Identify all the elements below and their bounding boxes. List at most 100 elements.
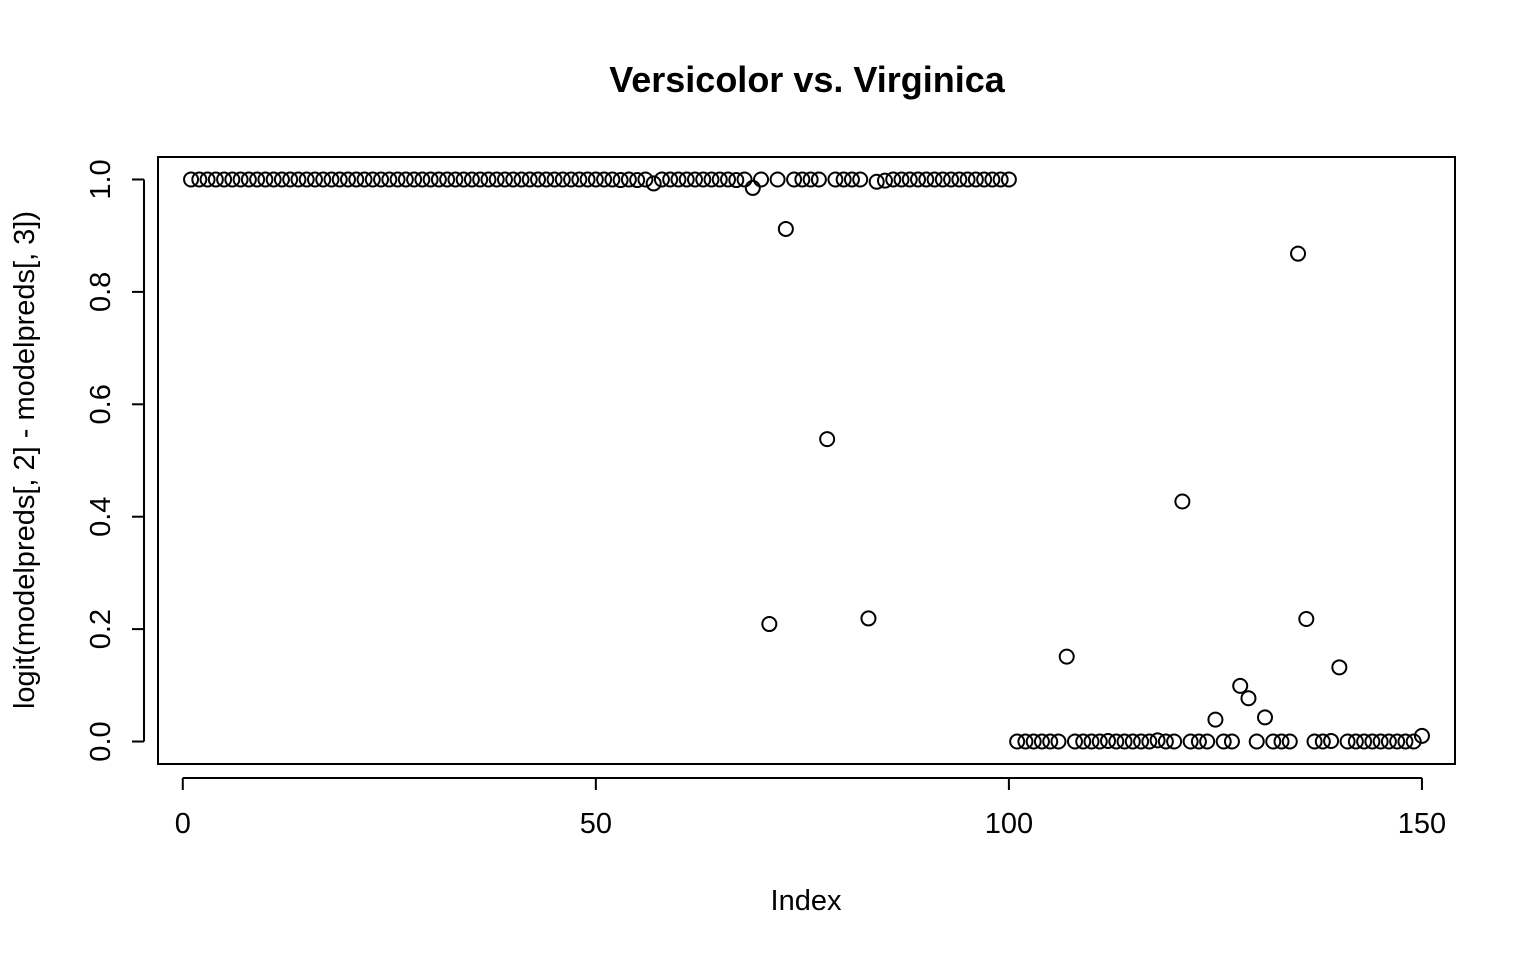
data-point: [662, 171, 679, 188]
data-point: [1331, 659, 1348, 676]
data-point: [1017, 733, 1034, 750]
data-point: [348, 171, 365, 188]
data-point: [381, 171, 398, 188]
data-point: [323, 171, 340, 188]
data-point: [695, 171, 712, 188]
data-point: [1323, 732, 1340, 749]
data-point: [1232, 677, 1249, 694]
data-point: [1108, 733, 1125, 750]
data-point: [959, 171, 976, 188]
data-point: [1405, 733, 1422, 750]
data-point: [1116, 733, 1133, 750]
data-point: [918, 171, 935, 188]
data-point: [678, 171, 695, 188]
data-point: [422, 171, 439, 188]
data-point: [777, 220, 794, 237]
data-point: [653, 171, 670, 188]
data-point: [794, 171, 811, 188]
data-point: [1025, 733, 1042, 750]
data-point: [843, 171, 860, 188]
data-point: [1075, 733, 1092, 750]
data-point: [703, 171, 720, 188]
data-point: [397, 171, 414, 188]
data-point: [992, 171, 1009, 188]
data-point: [885, 171, 902, 188]
data-point: [587, 171, 604, 188]
data-point: [1157, 733, 1174, 750]
data-point: [571, 171, 588, 188]
data-point: [447, 171, 464, 188]
data-point: [1298, 610, 1315, 627]
data-points: [183, 171, 1430, 750]
data-point: [1215, 733, 1232, 750]
data-point: [1133, 733, 1150, 750]
data-point: [1190, 733, 1207, 750]
data-point: [265, 171, 282, 188]
data-point: [414, 171, 431, 188]
data-point: [207, 171, 224, 188]
data-point: [579, 171, 596, 188]
data-point: [951, 171, 968, 188]
data-point: [232, 171, 249, 188]
plot-frame: [157, 156, 1456, 765]
data-point: [1380, 733, 1397, 750]
data-point: [1389, 733, 1406, 750]
data-point: [761, 616, 778, 633]
data-point: [373, 171, 390, 188]
data-point: [1223, 733, 1240, 750]
data-point: [224, 171, 241, 188]
y-tick-label: 0.6: [85, 384, 117, 424]
data-point: [967, 171, 984, 188]
data-point: [439, 171, 456, 188]
x-tick-label: 50: [580, 808, 612, 840]
data-point: [1397, 733, 1414, 750]
y-axis: 0.0 0.2 0.4 0.6 0.8 1.0: [85, 159, 145, 762]
data-point: [455, 171, 472, 188]
data-point: [1372, 733, 1389, 750]
data-point: [282, 171, 299, 188]
data-point: [852, 171, 869, 188]
data-point: [273, 171, 290, 188]
data-point: [1199, 733, 1216, 750]
data-point: [257, 171, 274, 188]
x-tick-label: 150: [1398, 808, 1446, 840]
data-point: [389, 171, 406, 188]
data-point: [819, 431, 836, 448]
data-point: [901, 171, 918, 188]
data-point: [860, 610, 877, 627]
data-point: [563, 171, 580, 188]
data-point: [249, 171, 266, 188]
data-point: [604, 171, 621, 188]
data-point: [612, 172, 629, 189]
data-point: [546, 171, 563, 188]
data-point: [686, 171, 703, 188]
data-point: [306, 171, 323, 188]
data-point: [1248, 733, 1265, 750]
data-point: [1182, 733, 1199, 750]
data-point: [183, 171, 200, 188]
data-point: [984, 171, 1001, 188]
data-point: [1066, 733, 1083, 750]
data-point: [1141, 733, 1158, 750]
data-point: [1290, 245, 1307, 262]
y-tick-label: 0.2: [85, 609, 117, 649]
data-point: [1174, 493, 1191, 510]
data-point: [1207, 711, 1224, 728]
y-tick-label: 0.8: [85, 272, 117, 312]
data-point: [315, 171, 332, 188]
data-point: [1083, 733, 1100, 750]
data-point: [810, 171, 827, 188]
data-point: [802, 171, 819, 188]
data-point: [1009, 733, 1026, 750]
data-point: [1050, 733, 1067, 750]
data-point: [364, 171, 381, 188]
data-point: [753, 171, 770, 188]
data-point: [868, 173, 885, 190]
data-point: [786, 171, 803, 188]
data-point: [910, 171, 927, 188]
data-point: [637, 171, 654, 188]
chart-title: Versicolor vs. Virginica: [609, 59, 1006, 100]
data-point: [769, 171, 786, 188]
data-point: [1042, 733, 1059, 750]
